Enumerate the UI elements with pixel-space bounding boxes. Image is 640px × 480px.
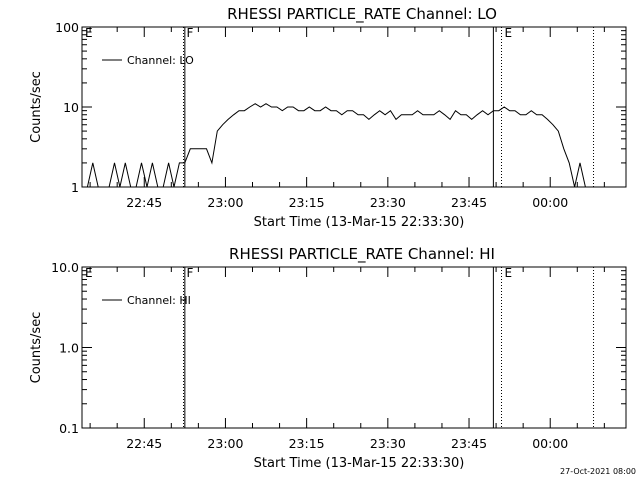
y-tick-label: 0.1 [59,421,79,436]
plot-frame [81,26,627,188]
event-marker-label: E [505,266,513,280]
x-tick-label: 23:30 [370,436,406,451]
y-tick-label: 10 [63,100,79,115]
event-marker-label: F [186,26,193,40]
y-tick-label: 100 [55,20,79,35]
chart-title: RHESSI PARTICLE_RATE Channel: HI [229,245,495,264]
y-tick-label: 1 [71,180,79,195]
x-tick-label: 23:15 [289,195,325,210]
x-tick-label: 00:00 [532,436,568,451]
x-tick-label: 23:00 [207,195,243,210]
event-marker-label: E [505,26,513,40]
legend-label: Channel: HI [127,294,191,307]
event-marker-label: F [186,266,193,280]
event-marker-label: E [85,26,93,40]
x-tick-label: 23:30 [370,195,406,210]
x-tick-label: 23:45 [451,195,487,210]
event-marker-label: E [85,266,93,280]
x-tick-label: 00:00 [532,195,568,210]
panel-lo: RHESSI PARTICLE_RATE Channel: LO Counts/s… [29,5,627,230]
chart-title: RHESSI PARTICLE_RATE Channel: LO [227,5,497,24]
y-axis-label: Counts/sec [29,312,44,384]
x-axis-label: Start Time (13-Mar-15 22:33:30) [254,215,465,230]
y-tick-label: 10.0 [51,260,79,275]
series-line [82,103,591,188]
x-tick-label: 22:45 [126,436,162,451]
x-tick-label: 22:45 [126,195,162,210]
x-axis-label: Start Time (13-Mar-15 22:33:30) [254,456,465,471]
x-tick-label: 23:15 [289,436,325,451]
plot-frame [81,266,627,429]
legend-label: Channel: LO [127,54,194,67]
x-tick-label: 23:45 [451,436,487,451]
y-axis-label: Counts/sec [29,71,44,143]
x-tick-label: 23:00 [207,436,243,451]
generation-timestamp: 27-Oct-2021 08:00 [560,467,636,476]
panel-hi: RHESSI PARTICLE_RATE Channel: HI Counts/s… [29,245,627,471]
y-tick-label: 1.0 [59,341,79,356]
